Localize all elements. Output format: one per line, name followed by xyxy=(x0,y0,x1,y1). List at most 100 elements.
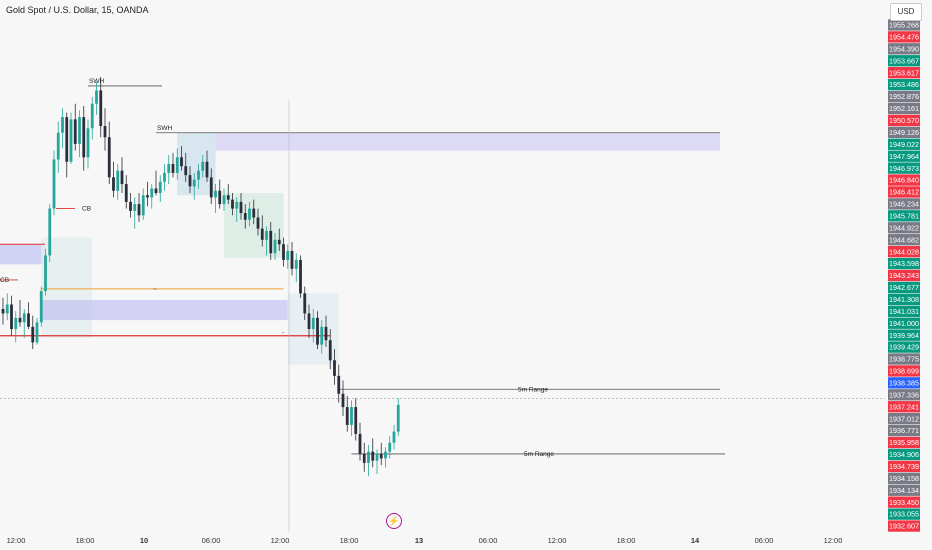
time-axis[interactable]: 12:00 18:00 10 06:00 12:00 18:00 13 06:00 12:00 1… xyxy=(7,536,843,545)
swh-label: SWH xyxy=(89,78,104,85)
candle-body xyxy=(333,360,336,376)
candle-body xyxy=(44,255,47,292)
candle-body xyxy=(320,326,324,345)
candle-body xyxy=(150,188,154,198)
range-label: 5m Range xyxy=(518,386,548,393)
candle-body xyxy=(95,90,98,104)
price-label-box xyxy=(888,138,920,150)
candle-body xyxy=(180,157,183,167)
price-label-box xyxy=(888,234,920,246)
zone-shade-2 xyxy=(177,132,216,196)
candle-body xyxy=(146,195,149,198)
price-label-box xyxy=(888,43,920,55)
cb-label: CB xyxy=(82,206,91,213)
price-label-box xyxy=(888,329,920,341)
candle-body xyxy=(239,201,243,214)
candle-body xyxy=(158,181,162,193)
candle-body xyxy=(112,177,115,191)
candle-body xyxy=(35,322,39,343)
price-label: 1943.243 xyxy=(889,271,919,280)
x-tick-label: 12:00 xyxy=(548,536,567,545)
price-label-box xyxy=(888,460,920,473)
x-tick-label: 12:00 xyxy=(7,536,26,545)
candle-body xyxy=(82,117,86,158)
candle-body xyxy=(273,239,277,254)
candle-body xyxy=(307,313,311,330)
x-tick-label: 14 xyxy=(691,536,700,545)
price-label: 1934.158 xyxy=(889,474,919,483)
price-label-box xyxy=(888,245,920,258)
price-label: 1938.775 xyxy=(889,355,919,364)
price-label: 1955.268 xyxy=(889,21,919,30)
candle-body xyxy=(90,103,94,129)
price-label: 1952.876 xyxy=(889,92,919,101)
price-label-box xyxy=(888,222,920,234)
candle-body xyxy=(73,119,77,144)
price-label-box xyxy=(888,520,920,532)
candle-body xyxy=(388,442,392,452)
candle-body xyxy=(192,179,196,187)
candle-body xyxy=(137,204,141,216)
candle-body xyxy=(358,433,362,454)
price-label-box xyxy=(888,424,920,437)
candle-body xyxy=(226,195,230,200)
price-label: 1939.429 xyxy=(889,343,919,352)
candle-body xyxy=(188,175,192,187)
annotation-zones xyxy=(0,132,720,365)
candle-body xyxy=(324,326,328,341)
price-label: 1941.308 xyxy=(889,295,919,304)
candle-body xyxy=(256,217,260,229)
symbol-title: Gold Spot / U.S. Dollar, 15, OANDA xyxy=(6,5,149,15)
price-label-box xyxy=(888,19,920,31)
price-label-box xyxy=(888,305,920,317)
price-label: 1944.682 xyxy=(889,235,919,244)
price-label: 1942.677 xyxy=(889,283,919,292)
price-label-box xyxy=(888,198,920,210)
candle-body xyxy=(375,453,379,461)
candle-body xyxy=(201,161,205,171)
candle-body xyxy=(154,188,158,193)
candle-body xyxy=(69,119,73,162)
candle-body xyxy=(231,199,234,209)
x-tick-label: 12:00 xyxy=(271,536,290,545)
price-label: 1932.607 xyxy=(889,522,919,531)
x-tick-label: 06:00 xyxy=(479,536,498,545)
price-label: 1934.134 xyxy=(889,486,919,495)
candle-body xyxy=(133,204,137,211)
price-label-box xyxy=(888,353,920,365)
price-label: 1943.598 xyxy=(889,259,919,268)
price-label-box xyxy=(888,448,920,461)
price-label: 1944.028 xyxy=(889,247,919,256)
candle-body xyxy=(252,208,256,218)
candle-body xyxy=(103,126,107,138)
price-label-box xyxy=(888,389,920,401)
price-label: 1937.241 xyxy=(889,402,919,411)
candle-body xyxy=(171,163,175,173)
candle-body xyxy=(61,117,64,133)
candle-body xyxy=(396,404,400,432)
price-label: 1953.617 xyxy=(889,68,919,77)
price-label-box xyxy=(888,174,920,186)
lightning-icon[interactable]: ⚡ xyxy=(386,513,402,529)
price-label: 1947.964 xyxy=(889,152,919,161)
candle-body xyxy=(286,250,290,260)
price-label: 1952.161 xyxy=(889,104,919,113)
candle-body xyxy=(235,201,239,209)
currency-button[interactable]: USD xyxy=(890,3,922,21)
range-label: 5m Range xyxy=(524,451,554,458)
candle-body xyxy=(379,453,383,459)
cb-label: CB xyxy=(0,277,9,284)
x-tick-label: 12:00 xyxy=(824,536,843,545)
price-label-box xyxy=(888,90,920,103)
candle-body xyxy=(116,170,120,191)
price-label: 1937.336 xyxy=(889,390,919,399)
price-label: 1954.390 xyxy=(889,44,919,53)
price-label: 1945.781 xyxy=(889,211,919,220)
candle-body xyxy=(163,172,166,182)
candle-body xyxy=(367,451,370,463)
candle-body xyxy=(269,230,273,254)
price-label: 1953.667 xyxy=(889,56,919,65)
price-axis[interactable]: 1955.268 1954.476 1954.390 1953.667 1953.617… xyxy=(888,19,920,532)
candle-body xyxy=(1,308,5,314)
